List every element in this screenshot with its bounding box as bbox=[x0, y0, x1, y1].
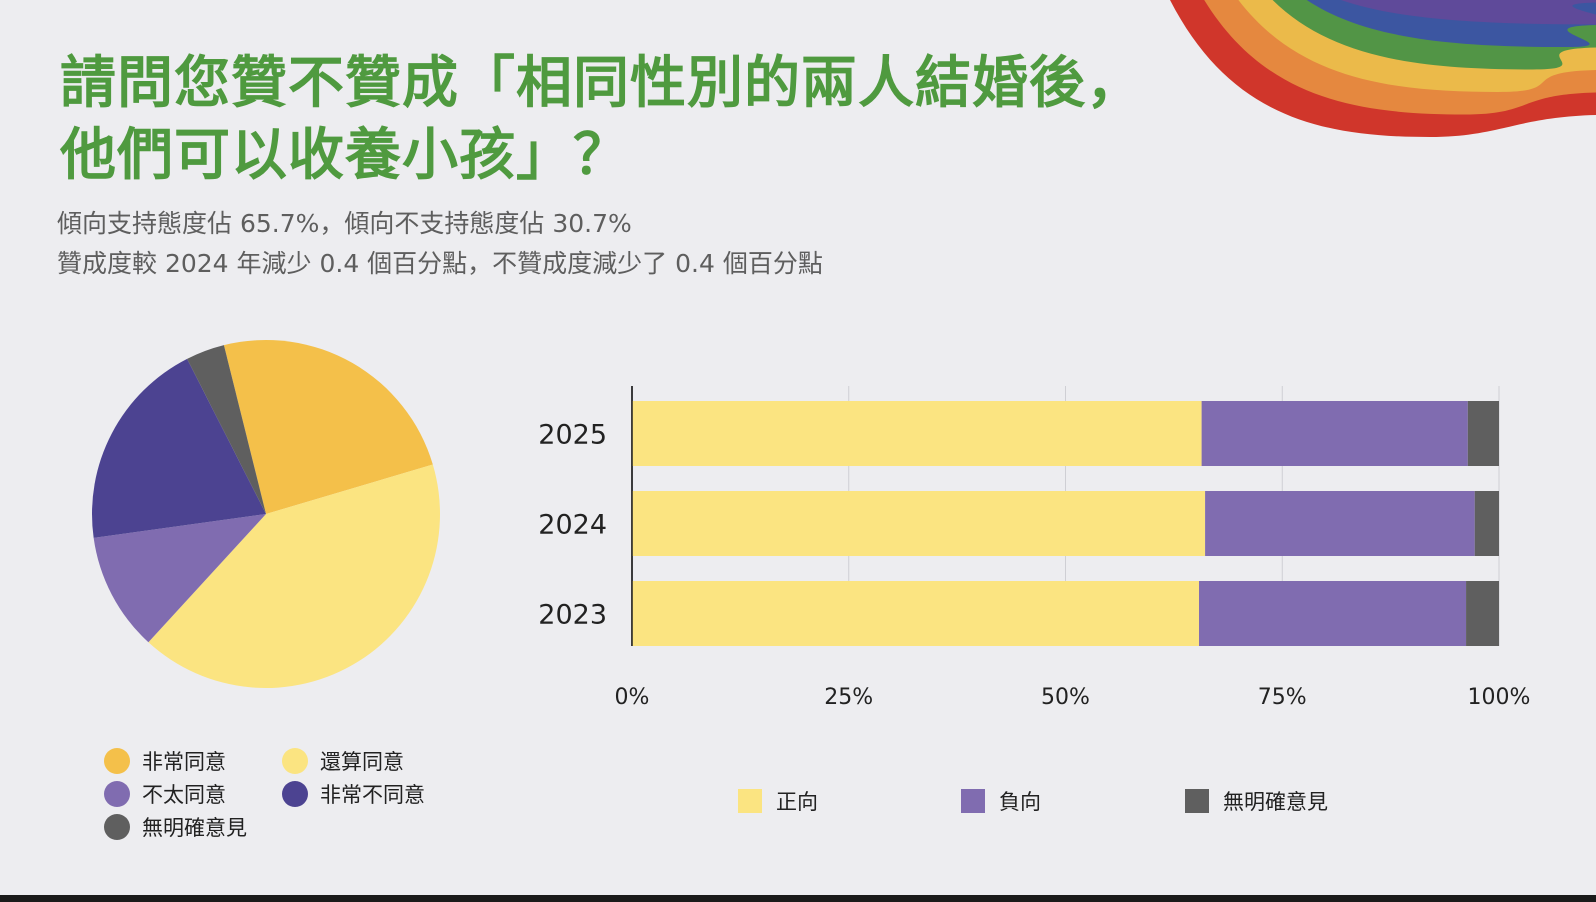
y-category-label: 2023 bbox=[538, 600, 607, 631]
legend-label: 正向 bbox=[776, 790, 818, 814]
legend-dot bbox=[282, 781, 308, 807]
subtitle: 傾向支持態度佔 65.7%，傾向不支持態度佔 30.7% 贊成度較 2024 年… bbox=[57, 204, 823, 284]
y-category-label: 2024 bbox=[538, 510, 607, 541]
bar-segment-undecided-2024 bbox=[1474, 491, 1499, 556]
pie-legend-item-somewhat_agree: 還算同意 bbox=[282, 748, 462, 774]
legend-swatch bbox=[961, 789, 985, 813]
pie-slice-very_agree bbox=[223, 340, 433, 514]
legend-label: 不太同意 bbox=[142, 783, 226, 807]
pie-slice-very_disagree bbox=[92, 358, 266, 538]
bar-segment-negative-2025 bbox=[1201, 401, 1468, 466]
legend-dot bbox=[104, 814, 130, 840]
bar-legend-item-positive: 正向 bbox=[738, 786, 818, 816]
pie-legend: 非常同意 還算同意不太同意 非常不同意無明確意見 bbox=[104, 748, 462, 840]
title-line-2: 他們可以收養小孩」？ bbox=[60, 123, 630, 188]
x-tick-label: 100% bbox=[1468, 685, 1531, 710]
legend-label: 無明確意見 bbox=[1223, 790, 1328, 814]
x-tick-label: 75% bbox=[1258, 685, 1307, 710]
pie-legend-item-very_disagree: 非常不同意 bbox=[282, 781, 462, 807]
subtitle-line-2: 贊成度較 2024 年減少 0.4 個百分點，不贊成度減少了 0.4 個百分點 bbox=[57, 249, 823, 278]
x-tick-label: 25% bbox=[824, 685, 873, 710]
pie-legend-item-somewhat_disagree: 不太同意 bbox=[104, 781, 282, 807]
stacked-bar-chart: 0% 25% 50% 75% 100% 2025 2024 2023 bbox=[538, 386, 1531, 710]
legend-label: 非常不同意 bbox=[320, 783, 425, 807]
pie-slice-no_opinion bbox=[187, 345, 266, 514]
pie-legend-item-very_agree: 非常同意 bbox=[104, 748, 282, 774]
rainbow-band bbox=[1341, 0, 1596, 25]
x-tick-label: 0% bbox=[615, 685, 650, 710]
legend-label: 非常同意 bbox=[142, 750, 226, 774]
legend-swatch bbox=[1185, 789, 1209, 813]
bar-segment-negative-2024 bbox=[1205, 491, 1475, 556]
bottom-border bbox=[0, 895, 1596, 902]
legend-label: 負向 bbox=[999, 790, 1041, 814]
y-category-label: 2025 bbox=[538, 420, 607, 451]
bar-legend-item-undecided: 無明確意見 bbox=[1185, 786, 1328, 816]
pie-chart bbox=[92, 340, 440, 688]
pie-slice-somewhat_agree bbox=[148, 464, 440, 688]
bar-segment-undecided-2023 bbox=[1466, 581, 1499, 646]
legend-swatch bbox=[738, 789, 762, 813]
bar-segment-positive-2025 bbox=[632, 401, 1202, 466]
bar-legend-item-negative: 負向 bbox=[961, 786, 1041, 816]
title-line-1: 請問您贊不贊成「相同性別的兩人結婚後， bbox=[60, 51, 1143, 116]
legend-dot bbox=[104, 781, 130, 807]
bar-segment-negative-2023 bbox=[1199, 581, 1467, 646]
legend-label: 無明確意見 bbox=[142, 816, 247, 840]
legend-label: 還算同意 bbox=[320, 750, 404, 774]
page-title: 請問您贊不贊成「相同性別的兩人結婚後， 他們可以收養小孩」？ bbox=[60, 48, 1143, 192]
x-tick-label: 50% bbox=[1041, 685, 1090, 710]
pie-slice-somewhat_disagree bbox=[93, 514, 267, 643]
legend-dot bbox=[104, 748, 130, 774]
pie-legend-item-no_opinion: 無明確意見 bbox=[104, 814, 282, 840]
bar-segment-positive-2023 bbox=[632, 581, 1200, 646]
bar-segment-positive-2024 bbox=[632, 491, 1206, 556]
subtitle-line-1: 傾向支持態度佔 65.7%，傾向不支持態度佔 30.7% bbox=[57, 209, 632, 238]
bar-segment-undecided-2025 bbox=[1467, 401, 1499, 466]
legend-dot bbox=[282, 748, 308, 774]
